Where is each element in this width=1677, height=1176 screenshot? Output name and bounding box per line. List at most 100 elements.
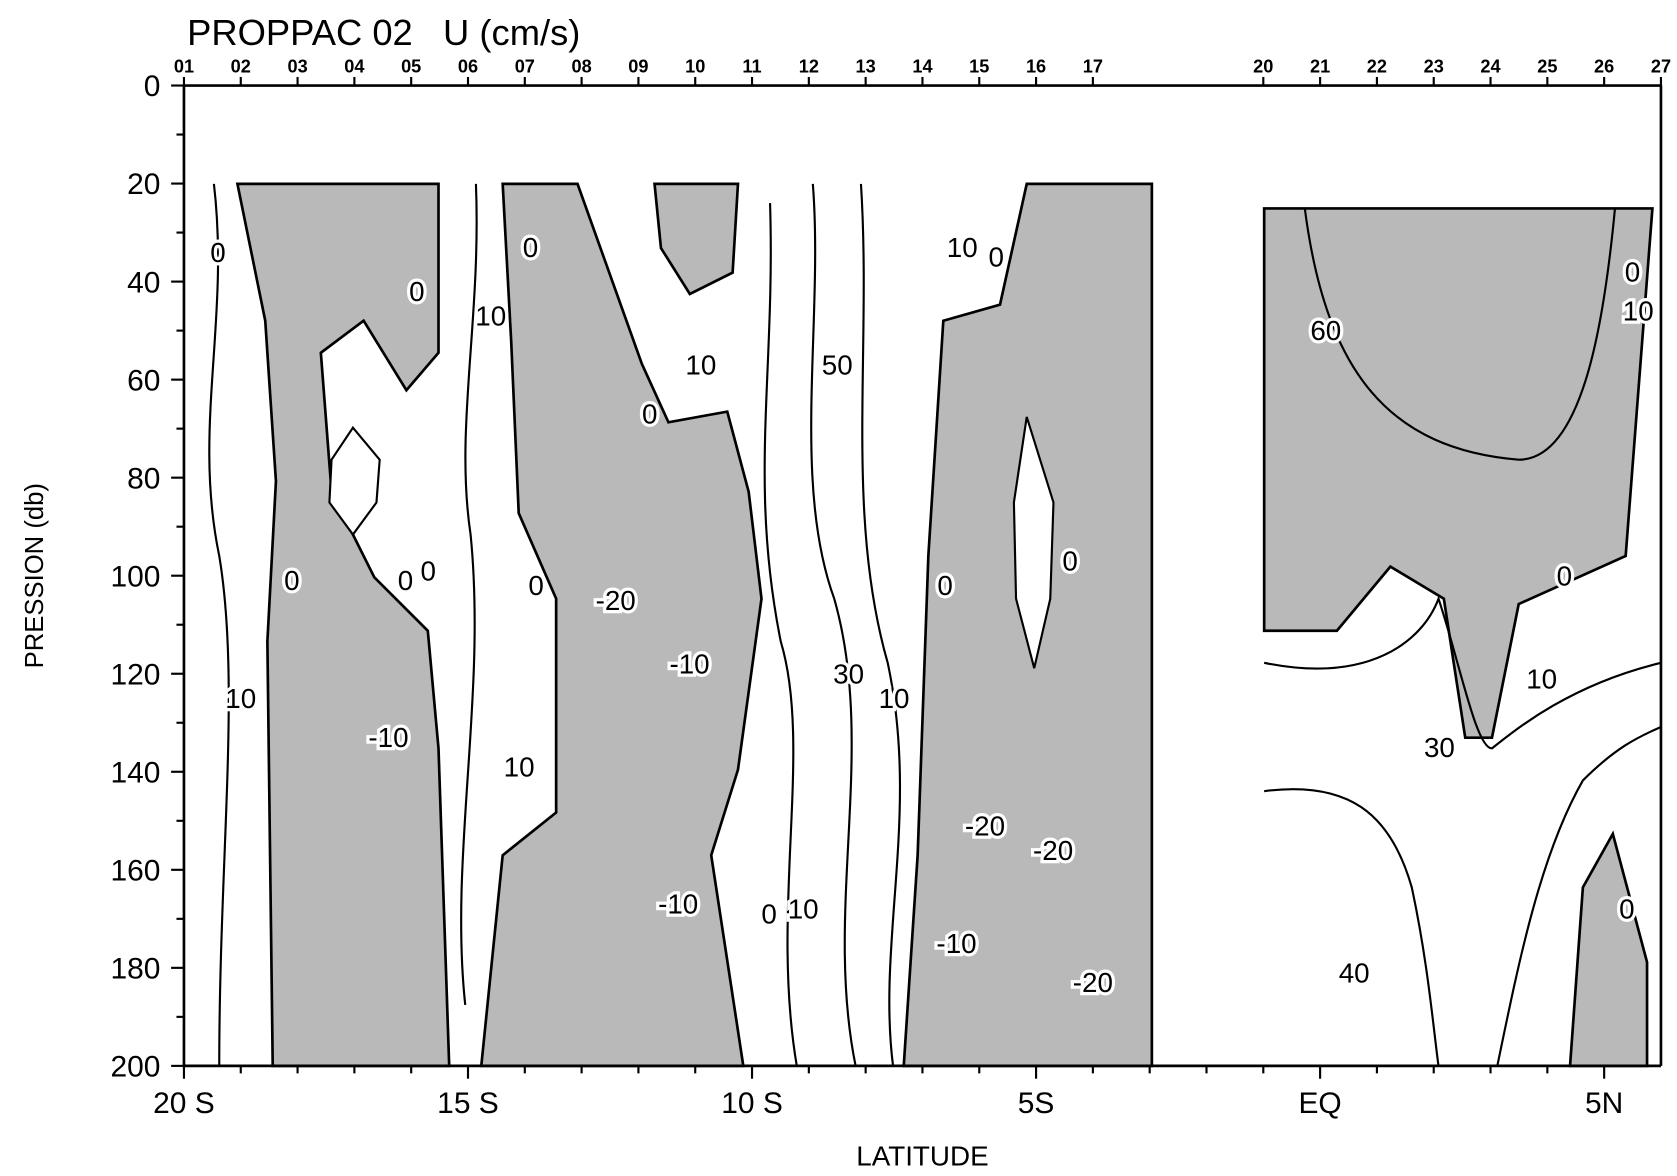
y-tick-label: 0 — [144, 70, 161, 103]
x-tick-label: 10 S — [721, 1087, 783, 1120]
x-axis-label: LATITUDE — [856, 1140, 988, 1171]
contour-label: 10 — [947, 232, 978, 263]
station-label: 26 — [1594, 57, 1614, 77]
station-label: 01 — [174, 57, 194, 77]
y-tick-label: 100 — [110, 560, 160, 593]
contour-label: 0 — [398, 565, 413, 596]
contour-label: 40 — [1339, 957, 1370, 988]
chart-title: PROPPAC 02 U (cm/s) — [187, 12, 580, 53]
contour-label: -20 — [965, 810, 1005, 841]
contour-label: -20 — [1073, 967, 1113, 998]
contour-label: 30 — [833, 658, 864, 689]
contour-label: -20 — [1033, 835, 1073, 866]
contour-label: 0 — [761, 899, 776, 930]
contour-line — [208, 183, 230, 1066]
contour-line — [1263, 595, 1662, 750]
contour-line — [810, 183, 857, 1067]
contour-line — [1496, 726, 1662, 1067]
station-label: 08 — [572, 57, 592, 77]
contour-line — [1303, 208, 1617, 461]
x-tick-label: EQ — [1298, 1087, 1341, 1120]
x-tick-label: 20 S — [153, 1087, 215, 1120]
contour-label: 0 — [1625, 256, 1640, 287]
y-tick-label: 40 — [127, 266, 160, 299]
positive-core — [328, 425, 381, 537]
contour-label: 30 — [1424, 732, 1455, 763]
contour-label: 0 — [284, 565, 299, 596]
contour-label: 10 — [685, 350, 716, 381]
contour-label: 60 — [1310, 315, 1341, 346]
contour-line — [1264, 788, 1440, 1067]
station-label: 06 — [458, 57, 478, 77]
station-label: 03 — [287, 57, 307, 77]
station-label: 14 — [912, 57, 932, 77]
contour-label: 0 — [528, 570, 543, 601]
contour-label: -10 — [936, 928, 976, 959]
y-tick-label: 180 — [110, 953, 160, 986]
x-tick-label: 5N — [1585, 1087, 1623, 1120]
contour-label: 0 — [210, 237, 225, 268]
station-label: 12 — [799, 57, 819, 77]
station-label: 23 — [1424, 57, 1444, 77]
contour-label: 0 — [989, 242, 1004, 273]
station-label: 02 — [231, 57, 251, 77]
positive-core — [1012, 416, 1055, 669]
contour-lines — [208, 183, 1662, 1067]
station-label: 09 — [628, 57, 648, 77]
negative-region — [235, 182, 451, 1068]
contour-label: 10 — [225, 683, 256, 714]
station-label: 22 — [1367, 57, 1387, 77]
y-tick-label: 60 — [127, 364, 160, 397]
contour-label: 10 — [1623, 296, 1654, 327]
contour-label: 10 — [475, 301, 506, 332]
contour-label: 0 — [1062, 546, 1077, 577]
y-tick-label: 20 — [127, 168, 160, 201]
contour-label: 0 — [1557, 560, 1572, 591]
station-label: 25 — [1537, 57, 1557, 77]
station-label: 10 — [685, 57, 705, 77]
contour-label: 0 — [420, 555, 435, 586]
contour-label: -10 — [669, 649, 709, 680]
contour-label: 0 — [642, 399, 657, 430]
station-label: 13 — [856, 57, 876, 77]
station-label: 24 — [1480, 57, 1500, 77]
station-label: 16 — [1026, 57, 1046, 77]
contour-label: -10 — [658, 889, 698, 920]
x-tick-label: 5S — [1018, 1087, 1055, 1120]
y-tick-label: 120 — [110, 658, 160, 691]
negative-region — [653, 182, 740, 296]
station-label: 17 — [1083, 57, 1103, 77]
contour-line — [859, 183, 902, 1067]
station-label: 11 — [742, 57, 761, 77]
contour-label: 50 — [822, 350, 853, 381]
contour-label: 10 — [1526, 663, 1557, 694]
contour-label: 10 — [879, 683, 910, 714]
station-label: 27 — [1651, 57, 1671, 77]
station-label: 20 — [1253, 57, 1273, 77]
negative-region — [479, 182, 763, 1068]
contour-label: 0 — [1619, 894, 1634, 925]
contour-line — [460, 183, 478, 1006]
negative-region — [1262, 207, 1654, 740]
contour-label: -20 — [596, 585, 636, 616]
x-tick-label: 15 S — [437, 1087, 499, 1120]
contour-label: 0 — [523, 232, 538, 263]
y-tick-label: 80 — [127, 462, 160, 495]
y-tick-label: 140 — [110, 756, 160, 789]
contour-line — [763, 203, 798, 1067]
station-label: 07 — [515, 57, 535, 77]
station-label: 04 — [344, 57, 364, 77]
negative-regions — [235, 182, 1654, 1068]
contour-label: 10 — [788, 894, 819, 925]
y-axis-label: PRESSION (db) — [21, 483, 49, 668]
negative-region — [1568, 830, 1649, 1068]
contour-label: 10 — [504, 752, 535, 783]
contour-label: 0 — [409, 276, 424, 307]
y-tick-label: 200 — [110, 1051, 160, 1084]
station-label: 05 — [401, 57, 421, 77]
y-tick-label: 160 — [110, 855, 160, 888]
contour-label: 0 — [937, 570, 952, 601]
station-label: 15 — [969, 57, 989, 77]
